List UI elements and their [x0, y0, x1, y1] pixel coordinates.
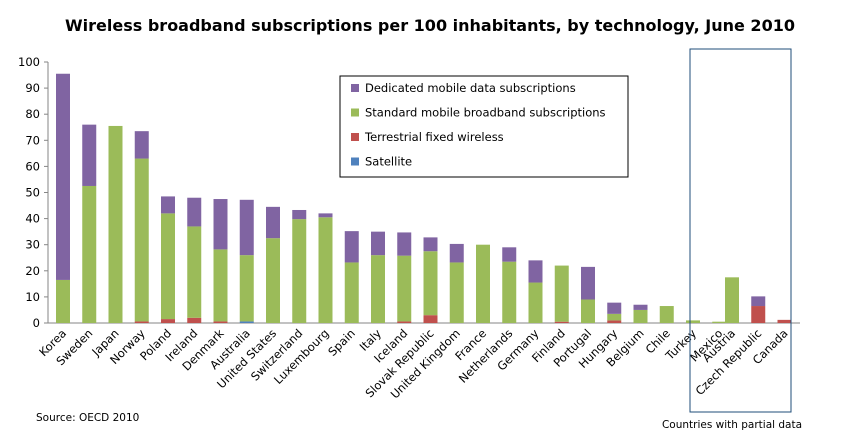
bar-segment-dedicated-mobile-data-subscriptions: [751, 296, 766, 307]
y-tick-label: 40: [25, 212, 40, 226]
y-tick-label: 0: [33, 316, 40, 330]
bar-segment-standard-mobile-broadband-subscriptions: [82, 185, 97, 323]
bar-segment-standard-mobile-broadband-subscriptions: [449, 262, 464, 323]
legend-label: Satellite: [365, 155, 412, 169]
legend-label: Terrestrial fixed wireless: [364, 130, 504, 144]
y-tick-label: 60: [25, 159, 40, 173]
y-tick-label: 100: [18, 55, 40, 69]
bars: [56, 73, 792, 323]
bar-segment-terrestrial-fixed-wireless: [397, 321, 412, 323]
bar-segment-standard-mobile-broadband-subscriptions: [581, 299, 595, 323]
bar-segment-dedicated-mobile-data-subscriptions: [371, 231, 385, 256]
legend: Dedicated mobile data subscriptions Stand…: [339, 75, 629, 178]
bar-segment-terrestrial-fixed-wireless: [607, 320, 622, 323]
bar-segment-standard-mobile-broadband-subscriptions: [502, 261, 517, 323]
chart-title: Wireless broadband subscriptions per 100…: [65, 16, 795, 35]
bar-segment-standard-mobile-broadband-subscriptions: [712, 321, 727, 323]
bar-segment-terrestrial-fixed-wireless: [187, 317, 202, 323]
bar-segment-terrestrial-fixed-wireless: [554, 321, 569, 323]
bar-segment-terrestrial-fixed-wireless: [161, 319, 175, 323]
bar-segment-dedicated-mobile-data-subscriptions: [318, 213, 333, 218]
bar-segment-dedicated-mobile-data-subscriptions: [528, 260, 543, 283]
bar-segment-dedicated-mobile-data-subscriptions: [633, 304, 648, 310]
bar-segment-standard-mobile-broadband-subscriptions: [161, 213, 175, 320]
bar-segment-standard-mobile-broadband-subscriptions: [686, 320, 700, 323]
y-tick-label: 50: [25, 186, 40, 200]
bar-segment-standard-mobile-broadband-subscriptions: [633, 309, 648, 323]
bar-segment-dedicated-mobile-data-subscriptions: [397, 232, 412, 256]
bar-segment-terrestrial-fixed-wireless: [213, 321, 228, 323]
bar-segment-dedicated-mobile-data-subscriptions: [607, 302, 622, 314]
legend-swatch: [351, 108, 359, 117]
bar-segment-standard-mobile-broadband-subscriptions: [659, 306, 674, 323]
bar-segment-standard-mobile-broadband-subscriptions: [607, 313, 622, 321]
legend-label: Standard mobile broadband subscriptions: [365, 106, 606, 120]
bar-segment-standard-mobile-broadband-subscriptions: [213, 249, 228, 322]
bar-segment-standard-mobile-broadband-subscriptions: [554, 265, 569, 322]
bar-segment-terrestrial-fixed-wireless: [777, 319, 792, 323]
bar-segment-standard-mobile-broadband-subscriptions: [397, 255, 412, 322]
partial-data-box: [689, 48, 792, 413]
bar-segment-dedicated-mobile-data-subscriptions: [266, 206, 280, 239]
bar-segment-standard-mobile-broadband-subscriptions: [134, 158, 149, 322]
y-tick-label: 10: [25, 290, 40, 304]
bar-segment-standard-mobile-broadband-subscriptions: [239, 255, 254, 322]
bar-segment-dedicated-mobile-data-subscriptions: [82, 124, 97, 186]
legend-box: [339, 75, 629, 178]
bar-segment-standard-mobile-broadband-subscriptions: [187, 226, 202, 318]
bar-segment-dedicated-mobile-data-subscriptions: [161, 196, 175, 214]
bar-segment-dedicated-mobile-data-subscriptions: [187, 197, 202, 227]
bar-segment-dedicated-mobile-data-subscriptions: [292, 209, 307, 220]
legend-label: Dedicated mobile data subscriptions: [365, 81, 576, 95]
bar-segment-standard-mobile-broadband-subscriptions: [423, 251, 438, 316]
y-tick-label: 80: [25, 107, 40, 121]
bar-segment-dedicated-mobile-data-subscriptions: [502, 247, 517, 262]
bar-segment-standard-mobile-broadband-subscriptions: [476, 244, 490, 323]
bar-segment-standard-mobile-broadband-subscriptions: [371, 255, 385, 323]
bar-segment-terrestrial-fixed-wireless: [751, 306, 766, 323]
bar-segment-terrestrial-fixed-wireless: [134, 321, 149, 323]
bar-segment-standard-mobile-broadband-subscriptions: [344, 262, 359, 323]
bar-segment-standard-mobile-broadband-subscriptions: [108, 125, 123, 323]
y-tick-label: 30: [25, 238, 40, 252]
bar-segment-standard-mobile-broadband-subscriptions: [292, 219, 307, 323]
bar-segment-dedicated-mobile-data-subscriptions: [56, 73, 70, 280]
bar-segment-standard-mobile-broadband-subscriptions: [56, 279, 70, 323]
bar-segment-dedicated-mobile-data-subscriptions: [134, 131, 149, 159]
legend-swatch: [351, 133, 359, 141]
bar-segment-terrestrial-fixed-wireless: [423, 315, 438, 323]
y-tick-label: 20: [25, 264, 40, 278]
bar-segment-dedicated-mobile-data-subscriptions: [449, 243, 464, 263]
bar-segment-standard-mobile-broadband-subscriptions: [528, 282, 543, 323]
bar-segment-standard-mobile-broadband-subscriptions: [266, 238, 280, 323]
bar-segment-standard-mobile-broadband-subscriptions: [318, 217, 333, 323]
source-note: Source: OECD 2010: [36, 412, 139, 424]
partial-data-label: Countries with partial data: [662, 419, 802, 431]
bar-segment-dedicated-mobile-data-subscriptions: [581, 266, 595, 300]
bar-segment-standard-mobile-broadband-subscriptions: [725, 277, 739, 323]
legend-swatch: [351, 84, 359, 92]
bar-segment-dedicated-mobile-data-subscriptions: [239, 199, 254, 256]
legend-swatch: [351, 157, 359, 166]
y-tick-label: 90: [25, 81, 40, 95]
bar-segment-dedicated-mobile-data-subscriptions: [213, 199, 228, 250]
bar-segment-satellite: [239, 321, 254, 323]
bar-segment-dedicated-mobile-data-subscriptions: [423, 237, 438, 252]
y-tick-label: 70: [25, 133, 40, 147]
bar-segment-dedicated-mobile-data-subscriptions: [344, 231, 359, 263]
